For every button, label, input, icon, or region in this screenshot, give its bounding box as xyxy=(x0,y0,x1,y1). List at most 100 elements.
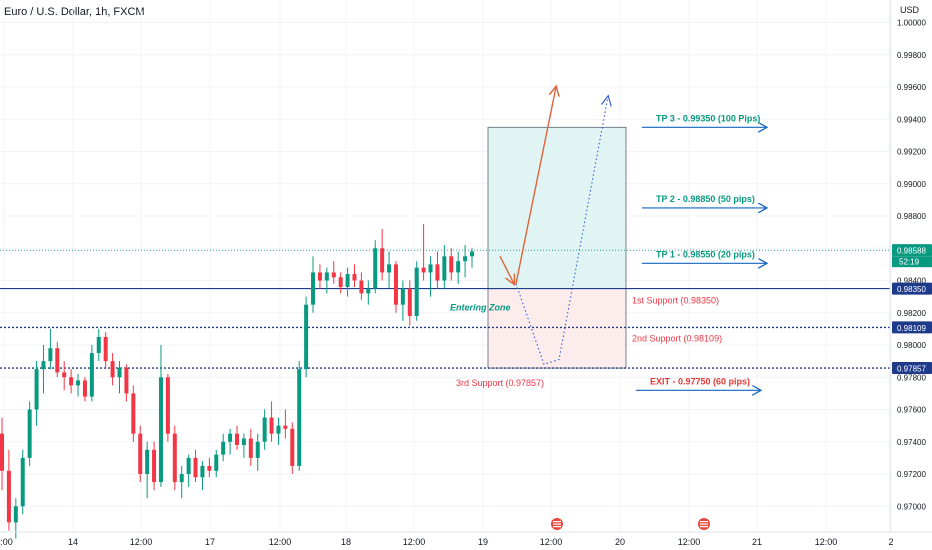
candle xyxy=(387,251,392,289)
candle xyxy=(262,409,267,450)
candle-body xyxy=(221,441,226,455)
candle xyxy=(172,425,177,491)
candle-body xyxy=(470,251,474,257)
candle xyxy=(69,369,74,394)
candle xyxy=(82,377,87,402)
candle-body xyxy=(69,377,74,386)
candle-body xyxy=(345,274,350,287)
candle xyxy=(331,261,336,284)
candle-body xyxy=(352,274,357,281)
candle xyxy=(297,361,302,471)
candle-body xyxy=(442,256,447,281)
y-tick-label: 0.97400 xyxy=(897,438,926,447)
candle xyxy=(76,374,81,397)
candle xyxy=(186,454,191,487)
candle-body xyxy=(34,369,39,410)
candle xyxy=(311,256,316,313)
x-tick-label: 12:00 xyxy=(403,537,426,547)
candle xyxy=(352,264,357,287)
candle xyxy=(380,228,385,281)
candle xyxy=(290,422,295,474)
candle xyxy=(428,256,433,297)
candle xyxy=(276,417,281,445)
candle-body xyxy=(276,425,281,434)
y-tick-label: 0.97000 xyxy=(897,502,926,511)
x-tick-label: 21 xyxy=(752,537,762,547)
candle xyxy=(96,328,101,362)
candle-body xyxy=(393,264,398,305)
candle-body xyxy=(400,288,405,305)
support-lines xyxy=(0,249,890,369)
candle xyxy=(435,251,440,289)
candle xyxy=(449,248,454,281)
candle xyxy=(158,345,163,487)
y-tick-label: 0.98400 xyxy=(897,277,926,286)
y-tick-label: 0.98200 xyxy=(897,309,926,318)
candle xyxy=(124,364,129,402)
y-tick-label: 0.99800 xyxy=(897,51,926,60)
candle xyxy=(414,261,419,321)
candle-body xyxy=(297,369,302,466)
candle-body xyxy=(456,261,461,273)
candle-body xyxy=(366,288,371,294)
price-axis[interactable]: 1.00000 0.99800 0.99600 0.99400 0.99200 0.990… xyxy=(897,19,926,512)
x-tick-label: 20 xyxy=(615,537,625,547)
candle xyxy=(338,272,343,294)
candle-body xyxy=(262,417,267,442)
candle xyxy=(400,280,405,321)
candle xyxy=(221,433,226,462)
candle-body xyxy=(228,433,233,442)
zone-label: Entering Zone xyxy=(450,303,511,313)
currency-label: USD xyxy=(900,5,920,15)
candle-body xyxy=(380,248,385,273)
candle-body xyxy=(103,336,108,362)
zones xyxy=(487,126,627,369)
s1-price-tag: 0.98350 xyxy=(897,285,926,294)
candle-body xyxy=(269,417,274,434)
candle-body xyxy=(165,377,170,434)
candle xyxy=(62,361,67,391)
candle-body xyxy=(158,377,163,483)
candle-body xyxy=(235,433,239,445)
s2-price-tag-bg xyxy=(892,321,932,334)
candle xyxy=(200,461,205,491)
candle-body xyxy=(283,425,288,429)
candle-body xyxy=(55,348,60,373)
alternate-path xyxy=(515,97,608,366)
candle xyxy=(228,428,233,455)
s2-label: 2nd Support (0.98109) xyxy=(632,333,722,343)
candle xyxy=(207,457,212,478)
candle-body xyxy=(138,433,143,474)
candle-body xyxy=(145,449,150,474)
entry-zone xyxy=(487,288,627,369)
candle-body xyxy=(62,372,67,378)
candle-body xyxy=(414,267,419,316)
time-axis[interactable]: 2:00 14 12:00 17 12:00 18 12:00 19 12:00 20 12:00 2… xyxy=(0,537,894,547)
candle xyxy=(366,280,371,305)
s3-label: 3rd Support (0.97857) xyxy=(456,378,544,388)
flag-icon[interactable] xyxy=(551,518,563,530)
candle-body xyxy=(207,465,212,471)
candle-body xyxy=(179,474,184,483)
x-tick-label: 2:00 xyxy=(0,537,13,547)
candle-body xyxy=(48,348,53,362)
candle xyxy=(27,401,32,466)
candle-body xyxy=(193,457,198,478)
tp3-label: TP 3 - 0.99350 (100 Pips) xyxy=(656,113,760,123)
candle xyxy=(179,465,184,499)
candle xyxy=(373,240,378,294)
candle xyxy=(456,251,461,284)
s3-price-tag: 0.97857 xyxy=(897,365,926,374)
y-tick-label: 0.99000 xyxy=(897,180,926,189)
candle-body xyxy=(20,457,25,507)
s1-price-tag-bg xyxy=(892,282,932,295)
candle-body xyxy=(241,438,246,445)
y-tick-label: 0.99400 xyxy=(897,115,926,124)
candle xyxy=(255,433,260,471)
candle-body xyxy=(76,380,81,386)
candle xyxy=(41,345,46,394)
candle-body xyxy=(338,277,343,287)
candle-body xyxy=(186,457,191,474)
flag-icon[interactable] xyxy=(698,518,710,530)
